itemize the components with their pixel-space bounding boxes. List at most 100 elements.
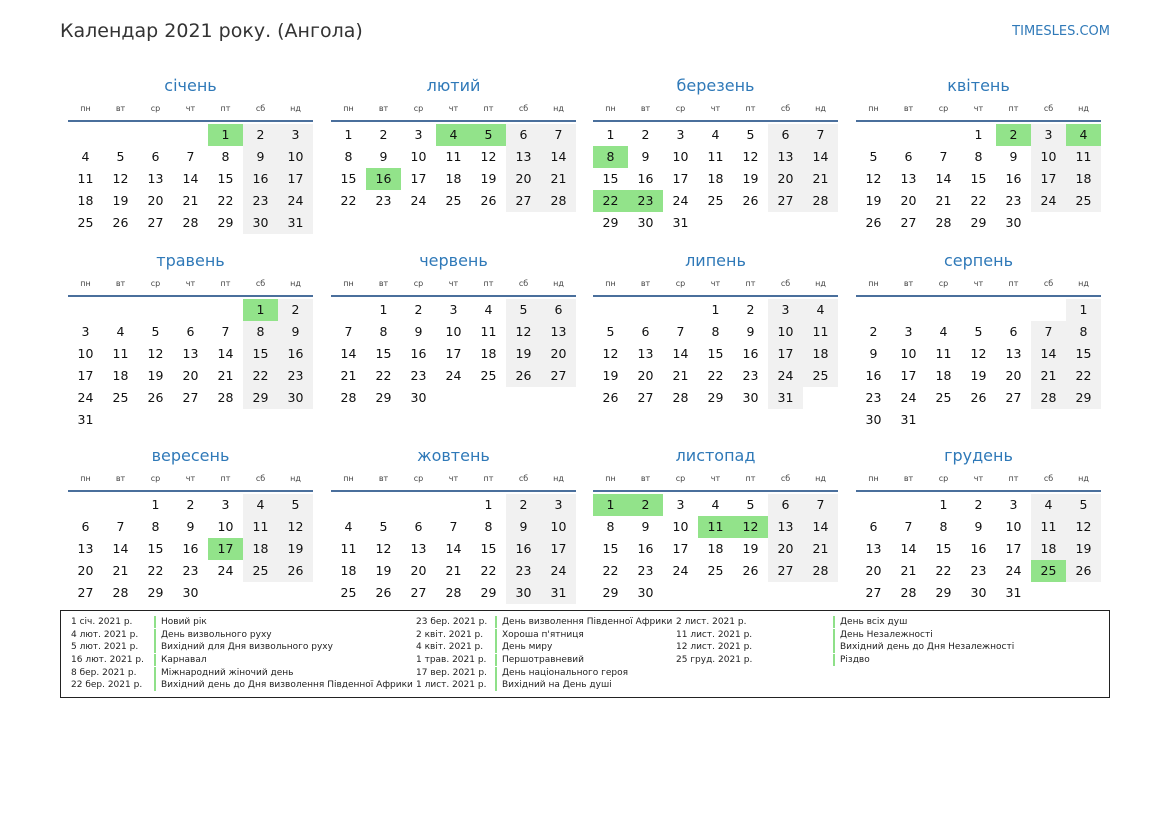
day-cell: 30 xyxy=(637,585,654,600)
days-grid: 1 2 3 4 5 6 7 8 9 10 11 12 13 14 15 16 17 18 19 20 21 22 23 24 2… xyxy=(331,299,576,409)
day-cell: 3 xyxy=(1009,497,1018,512)
day-cell: 11 xyxy=(1066,146,1101,168)
holiday-name: Хороша п'ятниця xyxy=(495,628,584,641)
header-rule xyxy=(331,295,576,297)
weekday-label: сб xyxy=(518,474,529,483)
weekday-label: чт xyxy=(448,104,459,113)
day-cell: 12 xyxy=(480,149,497,164)
day-cell: 26 xyxy=(480,193,497,208)
days-grid: 1 2 3 4 5 6 7 8 9 10 11 12 13 14 15 16 17 18 19 20 21 22 23 24 2… xyxy=(856,299,1101,431)
day-cell: 20 xyxy=(541,343,576,365)
day-cell: 30 xyxy=(278,387,313,409)
day-cell: 22 xyxy=(147,563,164,578)
day-cell: 27 xyxy=(541,365,576,387)
day-cell: 30 xyxy=(243,212,278,234)
holiday-row: 4 лют. 2021 р. День визвольного руху xyxy=(71,628,413,642)
day-cell: 9 xyxy=(278,321,313,343)
holiday-name: Вихідний день до Дня визволення Південно… xyxy=(154,679,413,692)
day-cell: 28 xyxy=(340,390,357,405)
day-cell: 10 xyxy=(541,516,576,538)
month-0: січень пн вт ср чт пт сб нд 1 2 3 4 5 6 7 8 9 10 11 12 13 14 1… xyxy=(68,75,313,234)
holiday-row: 11 лист. 2021 р. День Незалежності xyxy=(676,628,1014,642)
weekday-label: сб xyxy=(1043,104,1054,113)
weekday-label: ср xyxy=(150,474,161,483)
day-cell: 26 xyxy=(278,560,313,582)
weekday-label: сб xyxy=(255,104,266,113)
month-1: лютий пн вт ср чт пт сб нд 1 2 3 4 5 6 7 8 9 10 11 12 13 14 15… xyxy=(331,75,576,212)
day-cell: 9 xyxy=(869,346,878,361)
empty-cell xyxy=(926,124,961,146)
day-cell: 22 xyxy=(593,190,628,212)
day-cell: 4 xyxy=(484,302,493,317)
weekday-label: пн xyxy=(80,104,91,113)
day-cell: 6 xyxy=(81,519,90,534)
header-rule xyxy=(593,490,838,492)
day-cell: 14 xyxy=(900,541,917,556)
day-cell: 18 xyxy=(803,343,838,365)
day-cell: 11 xyxy=(698,516,733,538)
weekday-label: пн xyxy=(605,474,616,483)
day-cell: 3 xyxy=(541,494,576,516)
empty-cell xyxy=(891,124,926,146)
day-cell: 17 xyxy=(672,171,689,186)
day-cell: 28 xyxy=(803,190,838,212)
day-cell: 17 xyxy=(208,538,243,560)
weekday-label: пн xyxy=(605,104,616,113)
day-cell: 4 xyxy=(939,324,948,339)
weekday-header: пн вт ср чт пт сб нд xyxy=(856,473,1101,487)
day-cell: 15 xyxy=(602,541,619,556)
weekday-label: пт xyxy=(220,104,231,113)
weekday-label: вт xyxy=(378,104,389,113)
day-cell: 13 xyxy=(900,171,917,186)
day-cell: 5 xyxy=(606,324,615,339)
day-cell: 18 xyxy=(480,346,497,361)
day-cell: 21 xyxy=(1031,365,1066,387)
weekday-label: ср xyxy=(938,104,949,113)
day-cell: 22 xyxy=(217,193,234,208)
day-cell: 26 xyxy=(147,390,164,405)
day-cell: 7 xyxy=(904,519,913,534)
day-cell: 30 xyxy=(637,215,654,230)
holiday-date: 23 бер. 2021 р. xyxy=(416,617,488,628)
weekday-label: сб xyxy=(1043,474,1054,483)
day-cell: 16 xyxy=(970,541,987,556)
site-link[interactable]: TIMESLES.COM xyxy=(1012,24,1110,39)
days-grid: 1 2 3 4 5 6 7 8 9 10 11 12 13 14 15 16 17 18 19 20 21 22 23 24 2… xyxy=(331,494,576,604)
weekday-label: нд xyxy=(553,104,564,113)
day-cell: 19 xyxy=(147,368,164,383)
weekday-label: чт xyxy=(973,104,984,113)
holiday-name: Карнавал xyxy=(154,654,207,667)
day-cell: 2 xyxy=(641,127,650,142)
day-cell: 23 xyxy=(375,193,392,208)
weekday-label: пт xyxy=(745,104,756,113)
holiday-date: 17 вер. 2021 р. xyxy=(416,667,487,678)
day-cell: 24 xyxy=(445,368,462,383)
day-cell: 21 xyxy=(803,538,838,560)
day-cell: 10 xyxy=(445,324,462,339)
day-cell: 30 xyxy=(182,585,199,600)
day-cell: 18 xyxy=(707,171,724,186)
weekday-header: пн вт ср чт пт сб нд xyxy=(68,278,313,292)
day-cell: 27 xyxy=(77,585,94,600)
day-cell: 7 xyxy=(449,519,458,534)
day-cell: 29 xyxy=(970,215,987,230)
day-cell: 15 xyxy=(1066,343,1101,365)
day-cell: 25 xyxy=(112,390,129,405)
day-cell: 23 xyxy=(865,390,882,405)
day-cell: 12 xyxy=(1066,516,1101,538)
month-7: серпень пн вт ср чт пт сб нд 1 2 3 4 5 6 7 8 9 10 11 12 13 14… xyxy=(856,250,1101,431)
day-cell: 28 xyxy=(935,215,952,230)
holiday-column: 23 бер. 2021 р. День визволення Південної… xyxy=(416,616,672,692)
day-cell: 14 xyxy=(541,146,576,168)
day-cell: 20 xyxy=(637,368,654,383)
weekday-label: пн xyxy=(343,104,354,113)
day-cell: 14 xyxy=(1031,343,1066,365)
day-cell: 10 xyxy=(900,346,917,361)
holiday-row: 1 трав. 2021 р. Першотравневий xyxy=(416,654,672,667)
day-cell: 26 xyxy=(112,215,129,230)
day-cell: 17 xyxy=(672,541,689,556)
holiday-row: 1 січ. 2021 р. Новий рік xyxy=(71,616,413,629)
day-cell: 16 xyxy=(243,168,278,190)
day-cell: 8 xyxy=(484,519,493,534)
weekday-label: вт xyxy=(640,104,651,113)
